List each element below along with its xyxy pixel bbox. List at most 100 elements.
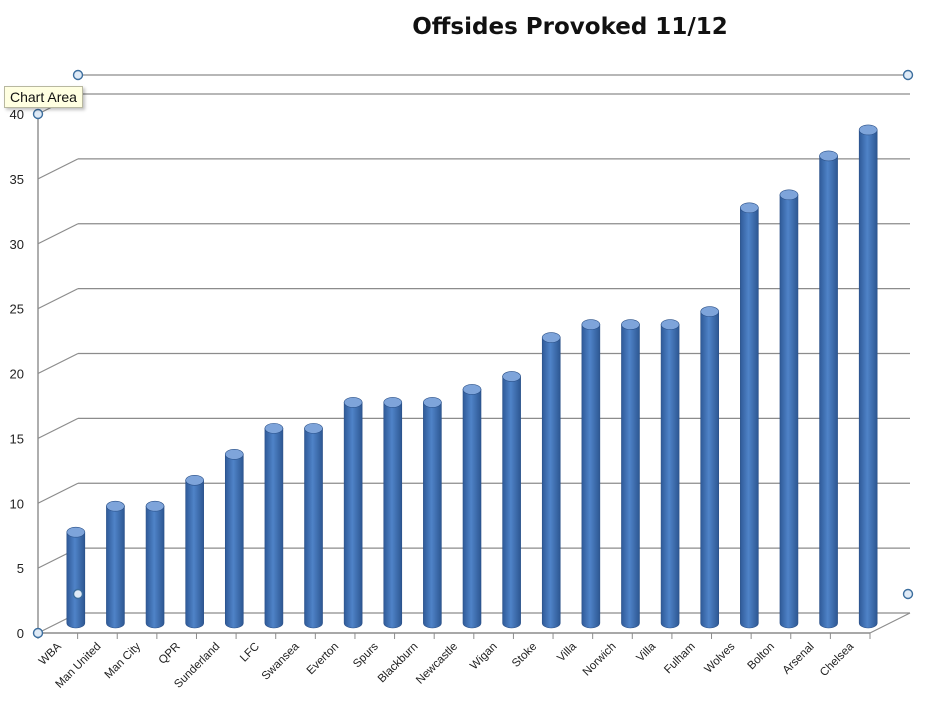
bar-cap[interactable] <box>462 384 482 395</box>
bar-cap[interactable] <box>581 319 601 330</box>
x-tick-label: Man City <box>103 640 144 681</box>
bar-body[interactable] <box>581 324 601 629</box>
bar-body[interactable] <box>224 454 244 629</box>
bar-body[interactable] <box>462 389 482 629</box>
bar-4[interactable] <box>224 449 244 629</box>
bar-cap[interactable] <box>502 371 521 382</box>
bar-cap[interactable] <box>621 319 640 330</box>
bar-body[interactable] <box>779 194 799 629</box>
y-tick-label: 35 <box>10 172 24 187</box>
y-tick-label: 0 <box>17 626 24 641</box>
bar-13[interactable] <box>581 319 601 629</box>
bar-cap[interactable] <box>541 332 561 343</box>
bar-body[interactable] <box>700 311 720 629</box>
x-tick-label: WBA <box>37 640 64 667</box>
x-tick-label: Villa <box>555 640 579 664</box>
x-tick-label: Bolton <box>746 641 778 673</box>
bar-body[interactable] <box>264 428 284 629</box>
y-tick-label: 5 <box>17 561 24 576</box>
bar-body[interactable] <box>66 531 86 629</box>
bar-7[interactable] <box>343 397 363 629</box>
bars[interactable] <box>66 124 878 629</box>
gridline-diagonal <box>37 482 79 504</box>
bar-cap[interactable] <box>740 202 759 214</box>
bar-body[interactable] <box>185 479 204 629</box>
bar-body[interactable] <box>106 505 125 629</box>
bar-body[interactable] <box>858 129 878 629</box>
gridline-diagonal <box>37 352 79 375</box>
y-tick-label: 10 <box>10 496 24 511</box>
bar-body[interactable] <box>383 402 403 629</box>
bar-body[interactable] <box>304 428 323 629</box>
bar-18[interactable] <box>779 189 799 629</box>
bar-5[interactable] <box>264 423 284 629</box>
bar-cap[interactable] <box>264 423 284 434</box>
x-tick-label: Arsenal <box>781 641 817 677</box>
bar-cap[interactable] <box>224 449 244 460</box>
bar-16[interactable] <box>700 306 720 629</box>
bar-cap[interactable] <box>819 150 838 162</box>
bar-body[interactable] <box>423 402 442 629</box>
bar-cap[interactable] <box>779 189 799 201</box>
bar-body[interactable] <box>145 505 165 629</box>
bar-cap[interactable] <box>858 124 878 136</box>
bar-17[interactable] <box>740 202 759 629</box>
bar-body[interactable] <box>819 155 838 629</box>
chart-title: Offsides Provoked 11/12 <box>412 14 728 40</box>
bar-15[interactable] <box>660 319 680 629</box>
x-tick-label: Wigan <box>468 641 500 673</box>
selection-handle[interactable] <box>902 588 914 600</box>
bar-8[interactable] <box>383 397 403 629</box>
bar-0[interactable] <box>66 526 86 629</box>
bar-cap[interactable] <box>343 397 363 408</box>
bar-body[interactable] <box>660 324 680 629</box>
bar-1[interactable] <box>106 500 125 629</box>
bar-body[interactable] <box>740 207 759 629</box>
bar-10[interactable] <box>462 384 482 629</box>
floor-right-edge <box>869 612 911 634</box>
x-tick-label: Newcastle <box>414 641 460 687</box>
bar-19[interactable] <box>819 150 838 629</box>
x-tick-label: Fulham <box>662 641 698 677</box>
bar-cap[interactable] <box>423 397 442 408</box>
bar-20[interactable] <box>858 124 878 629</box>
bar-cap[interactable] <box>66 526 86 538</box>
selection-handle[interactable] <box>72 588 84 600</box>
bar-14[interactable] <box>621 319 640 629</box>
bar-body[interactable] <box>541 337 561 629</box>
bar-body[interactable] <box>621 324 640 629</box>
x-tick-label: LFC <box>238 641 262 665</box>
gridline-diagonal <box>37 158 79 180</box>
selection-handles[interactable] <box>32 69 914 639</box>
x-tick-label: Wolves <box>702 640 737 675</box>
bar-6[interactable] <box>304 423 323 629</box>
y-tick-label: 25 <box>10 302 24 317</box>
bar-12[interactable] <box>541 332 561 629</box>
x-tick-label: Stoke <box>510 641 539 670</box>
x-tick-label: Chelsea <box>818 640 857 679</box>
gridline-diagonal <box>37 417 79 439</box>
selection-handle[interactable] <box>32 108 44 120</box>
bar-11[interactable] <box>502 371 521 629</box>
bar-cap[interactable] <box>106 500 125 512</box>
selection-handle[interactable] <box>32 627 44 639</box>
selection-handle[interactable] <box>902 69 914 81</box>
x-tick-label: Norwich <box>581 641 619 679</box>
bar-2[interactable] <box>145 500 165 629</box>
bar-cap[interactable] <box>145 500 165 512</box>
bar-cap[interactable] <box>304 423 323 434</box>
bar-9[interactable] <box>423 397 442 629</box>
bar-cap[interactable] <box>700 306 720 317</box>
gridline-diagonal <box>37 223 79 245</box>
selection-handle[interactable] <box>72 69 84 81</box>
bar-3[interactable] <box>185 474 204 629</box>
bar-body[interactable] <box>343 402 363 629</box>
y-tick-label: 30 <box>10 237 24 252</box>
bar-cap[interactable] <box>660 319 680 330</box>
x-tick-label: QPR <box>157 641 183 667</box>
bar-cap[interactable] <box>185 474 204 486</box>
bar-body[interactable] <box>502 376 521 629</box>
bar-cap[interactable] <box>383 397 403 408</box>
x-tick-label: Spurs <box>351 640 381 670</box>
